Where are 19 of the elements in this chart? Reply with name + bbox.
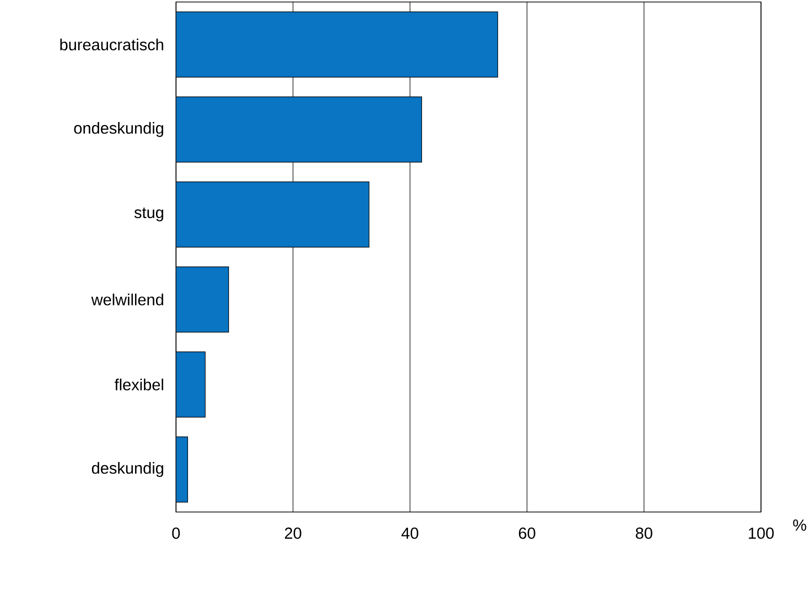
y-tick-label: stug [134, 208, 164, 222]
bar [176, 266, 229, 333]
bar [176, 436, 188, 503]
y-tick-label: flexibel [114, 378, 164, 390]
bar [176, 181, 370, 248]
x-tick-label: 0 [172, 528, 180, 539]
bar [176, 11, 498, 78]
y-tick-label: welwillend [91, 294, 164, 306]
x-tick-label: 40 [401, 528, 418, 539]
x-tick-label: 80 [636, 528, 652, 539]
x-tick-label: 20 [284, 528, 302, 539]
y-tick-label: bureaucratisch [60, 38, 164, 50]
y-tick-label: ondeskundig [74, 122, 164, 137]
bar [176, 351, 206, 418]
y-tick-label: deskundig [92, 462, 164, 477]
bar [176, 96, 422, 163]
x-axis-title: % [793, 520, 806, 531]
x-tick-label: 60 [518, 528, 536, 539]
x-tick-label: 100 [748, 528, 774, 539]
